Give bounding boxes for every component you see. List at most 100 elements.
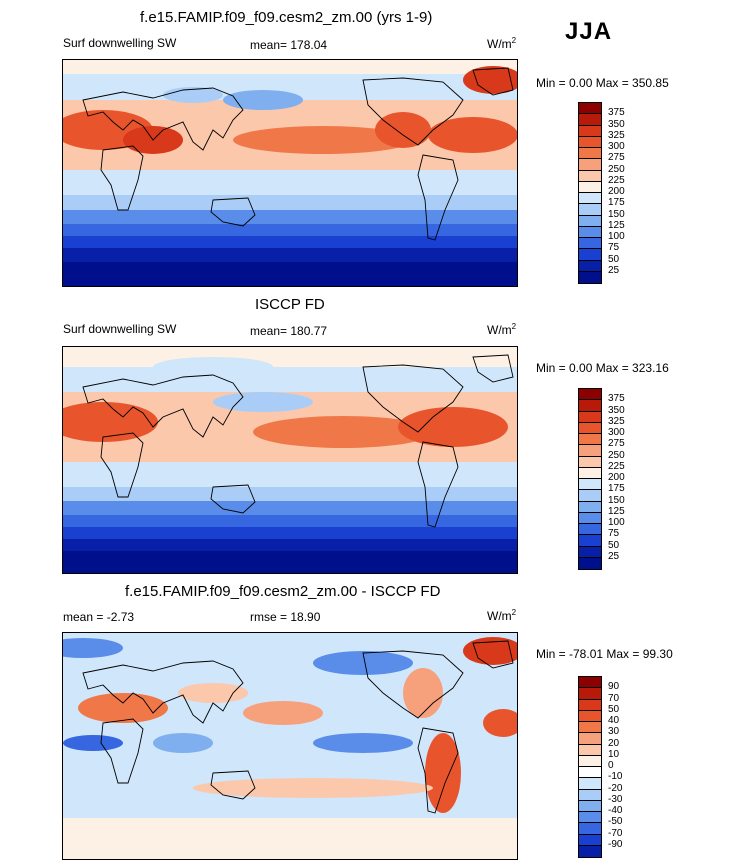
colorbar-tick-label: 200 [608,472,625,483]
colorbar-tick-label: 70 [608,692,620,704]
colorbar-tick-label: 50 [608,253,620,265]
colorbar-segment [579,755,601,767]
colorbar-tick-label: -90 [608,838,623,850]
colorbar-tick-label: 100 [608,231,625,242]
colorbar-tick-label: 325 [608,129,625,141]
colorbar-segment [579,744,601,756]
colorbar-segment [579,800,601,812]
colorbar-tick-label: 175 [608,197,625,209]
panel2-minmax: Min = 0.00 Max = 323.16 [536,361,669,375]
colorbar-segment [579,226,601,238]
colorbar-segment [579,710,601,722]
colorbar-segment [579,789,601,801]
colorbar-tick-label: 225 [608,460,625,472]
panel1-title: f.e15.FAMIP.f09_f09.cesm2_zm.00 (yrs 1-9… [140,9,433,26]
colorbar-tick-label: 75 [608,528,620,540]
colorbar-segment [579,159,601,171]
panel1-map [62,59,518,287]
colorbar-segment [579,114,601,126]
colorbar-tick-label: -70 [608,827,623,839]
colorbar-tick-label: 200 [608,186,625,197]
panel1-colorbar [578,102,602,284]
colorbar-segment [579,512,601,524]
colorbar-segment [579,823,601,835]
colorbar-tick-label: -50 [608,816,623,828]
colorbar-segment [579,260,601,272]
colorbar-tick-label: 150 [608,494,625,506]
colorbar-segment [579,400,601,412]
colorbar-segment [579,125,601,137]
colorbar-tick-label: 25 [608,550,620,562]
colorbar-segment [579,524,601,536]
colorbar-tick-label: 275 [608,438,625,450]
colorbar-segment [579,434,601,446]
panel3-units: W/m2 [487,608,517,623]
colorbar-tick-label: 25 [608,264,620,276]
colorbar-tick-label: 225 [608,174,625,186]
panel3-title: f.e15.FAMIP.f09_f09.cesm2_zm.00 - ISCCP … [125,583,441,600]
colorbar-tick-label: 10 [608,748,620,760]
colorbar-segment [579,467,601,479]
season-label: JJA [565,18,613,45]
panel2-mean-label: mean= 180.77 [250,324,328,338]
panel1-mean-label: mean= 178.04 [250,38,328,52]
colorbar-segment [579,103,601,115]
colorbar-segment [579,733,601,745]
colorbar-tick-label: 375 [608,107,625,119]
colorbar-segment [579,456,601,468]
colorbar-tick-label: 300 [608,427,625,438]
panel1-minmax: Min = 0.00 Max = 350.85 [536,76,669,90]
colorbar-tick-label: 300 [608,141,625,152]
colorbar-segment [579,722,601,734]
colorbar-segment [579,688,601,700]
panel1-units: W/m2 [487,36,517,51]
colorbar-tick-label: 20 [608,737,620,749]
colorbar-segment [579,411,601,423]
colorbar-tick-label: 40 [608,715,620,726]
colorbar-tick-label: 125 [608,505,625,517]
colorbar-segment [579,535,601,547]
colorbar-segment [579,422,601,434]
colorbar-segment [579,778,601,790]
colorbar-tick-label: 50 [608,703,620,715]
colorbar-segment [579,677,601,689]
colorbar-tick-label: 125 [608,219,625,231]
colorbar-segment [579,271,601,283]
colorbar-segment [579,181,601,193]
panel3-map [62,632,518,860]
colorbar-segment [579,238,601,250]
colorbar-tick-label: -40 [608,805,623,816]
colorbar-tick-label: 275 [608,152,625,164]
colorbar-segment [579,215,601,227]
colorbar-segment [579,193,601,205]
colorbar-segment [579,767,601,779]
colorbar-segment [579,546,601,558]
colorbar-segment [579,479,601,491]
colorbar-tick-label: -30 [608,793,623,805]
colorbar-tick-label: 90 [608,681,620,693]
panel2-colorbar [578,388,602,570]
colorbar-tick-label: 75 [608,242,620,254]
panel1-variable-label: Surf downwelling SW [63,36,177,50]
colorbar-tick-label: 50 [608,539,620,551]
panel2-map [62,346,518,574]
colorbar-tick-label: 250 [608,449,625,461]
colorbar-segment [579,136,601,148]
colorbar-tick-label: 150 [608,208,625,220]
colorbar-segment [579,445,601,457]
colorbar-tick-label: 175 [608,483,625,495]
colorbar-segment [579,170,601,182]
colorbar-segment [579,490,601,502]
colorbar-segment [579,699,601,711]
colorbar-segment [579,812,601,824]
panel3-mean-label: mean = -2.73 [63,610,135,624]
colorbar-segment [579,389,601,401]
colorbar-tick-label: 325 [608,415,625,427]
colorbar-segment [579,204,601,216]
panel3-rmse-label: rmse = 18.90 [250,610,321,624]
colorbar-segment [579,557,601,569]
colorbar-tick-label: 350 [608,118,625,130]
colorbar-segment [579,148,601,160]
colorbar-tick-label: -20 [608,782,623,794]
panel3-minmax: Min = -78.01 Max = 99.30 [536,647,673,661]
